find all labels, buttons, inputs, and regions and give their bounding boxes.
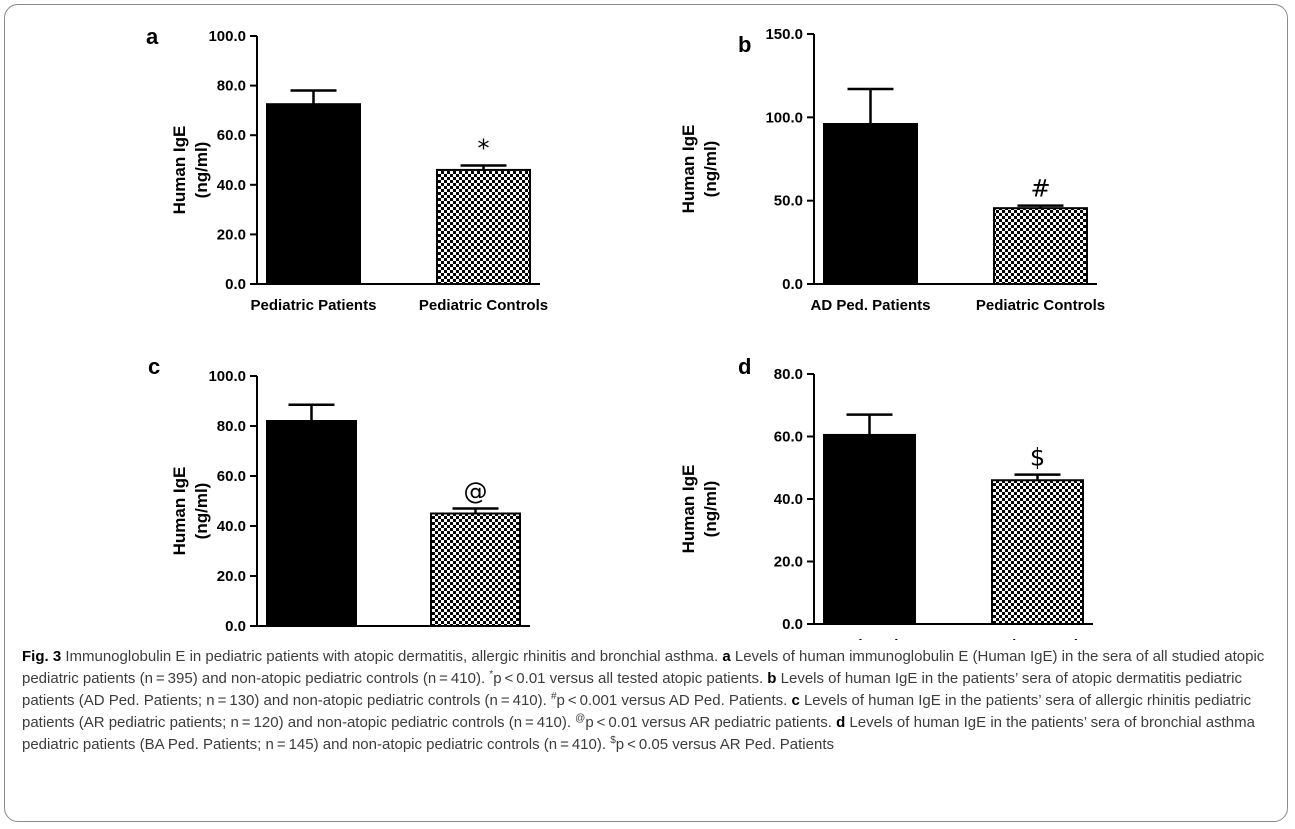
y-tick-label: 80.0 — [217, 78, 246, 95]
x-category-label: AR Pediatric Patients — [236, 639, 388, 640]
panel-b: b 0.0 50.0 100.0 150.0 Human IgE (ng/ml) AD Ped… — [679, 26, 1105, 314]
significance-marker: * — [478, 134, 490, 162]
panel-d: d 0.0 20.0 40.0 60.0 80.0 Human IgE(ng/ml) BA P… — [679, 354, 1093, 640]
caption-part-letter: d — [836, 714, 846, 731]
caption-significance-mark: * — [489, 669, 494, 680]
figure-title: Immunoglobulin E in pediatric patients w… — [65, 648, 719, 665]
y-tick-label: 0.0 — [782, 276, 803, 293]
figure-label: Fig. 3 — [22, 648, 62, 665]
caption-significance-mark: @ — [575, 713, 586, 724]
caption-part-a: a Levels of human immunoglobulin E (Huma… — [22, 648, 1265, 687]
y-tick-label: 60.0 — [217, 468, 246, 485]
x-category-label: Pediatric Patients — [251, 297, 377, 314]
bar — [993, 207, 1088, 286]
y-tick-label: 60.0 — [217, 127, 246, 144]
significance-marker: $ — [1030, 444, 1045, 472]
y-tick-label: 0.0 — [225, 276, 246, 293]
x-category-label: BA Ped. Patients — [810, 637, 929, 640]
panel-letter: a — [146, 24, 159, 49]
significance-marker: # — [1030, 175, 1050, 203]
figure-caption: Fig. 3 Immunoglobulin E in pediatric pat… — [22, 646, 1277, 756]
y-tick-label: 50.0 — [774, 193, 803, 210]
x-category-label: Ped. Controls — [989, 637, 1087, 640]
y-tick-label: 80.0 — [774, 366, 803, 383]
y-tick-label: 40.0 — [217, 518, 246, 535]
y-tick-label: 20.0 — [774, 554, 803, 571]
y-tick-label: 60.0 — [774, 429, 803, 446]
bar — [430, 512, 521, 627]
y-tick-label: 80.0 — [217, 418, 246, 435]
bar — [436, 168, 531, 285]
panel-letter: d — [738, 354, 751, 379]
figure-frame — [4, 4, 1288, 822]
y-tick-label: 100.0 — [208, 368, 246, 385]
y-tick-label: 40.0 — [774, 491, 803, 508]
y-axis-label: (ng/ml) — [192, 142, 211, 199]
y-tick-label: 100.0 — [208, 28, 246, 45]
caption-significance-mark: $ — [610, 735, 616, 746]
caption-part-c: c Levels of human IgE in the patients’ s… — [22, 692, 1252, 731]
caption-significance-mark: # — [550, 691, 557, 702]
y-axis-label: Human IgE — [679, 125, 698, 214]
y-axis-label: (ng/ml) — [192, 483, 211, 540]
x-category-label: AD Ped. Patients — [810, 297, 930, 314]
y-axis-label: Human IgE — [170, 126, 189, 215]
panel-c: c 0.0 20.0 40.0 60.0 80.0 100.0 Human IgE (ng/ml… — [148, 354, 540, 640]
y-tick-label: 100.0 — [765, 109, 803, 126]
y-tick-label: 20.0 — [217, 226, 246, 243]
x-category-label: Pediatric Controls — [976, 297, 1105, 314]
y-tick-label: 20.0 — [217, 568, 246, 585]
y-tick-label: 40.0 — [217, 177, 246, 194]
panel-a: a 0.0 20.0 40.0 60.0 80.0 100.0 Human IgE (ng/ml… — [146, 24, 548, 314]
y-tick-label: 0.0 — [782, 616, 803, 633]
caption-part-d: d Levels of human IgE in the patients’ s… — [22, 714, 1255, 753]
caption-part-letter: b — [767, 670, 777, 687]
y-tick-label: 0.0 — [225, 618, 246, 635]
x-category-label: Pediatric Controls — [419, 297, 548, 314]
panel-letter: b — [738, 32, 751, 57]
caption-part-b: b Levels of human IgE in the patients’ s… — [22, 670, 1242, 709]
y-axis-label: (ng/ml) — [701, 141, 720, 198]
bar — [266, 103, 361, 285]
y-tick-label: 150.0 — [765, 26, 803, 43]
panel-letter: c — [148, 354, 160, 379]
caption-part-letter: c — [791, 692, 800, 709]
caption-part-letter: a — [722, 648, 731, 665]
bar — [823, 433, 916, 625]
y-axis-label: Human IgE — [679, 465, 698, 554]
bar — [266, 420, 357, 627]
bar — [823, 123, 918, 285]
y-axis-label: Human IgE — [170, 467, 189, 556]
significance-marker: @ — [464, 478, 488, 506]
x-category-label: Pediatric Controls — [411, 639, 540, 640]
bar — [991, 479, 1084, 625]
y-axis-label: (ng/ml) — [701, 481, 720, 538]
